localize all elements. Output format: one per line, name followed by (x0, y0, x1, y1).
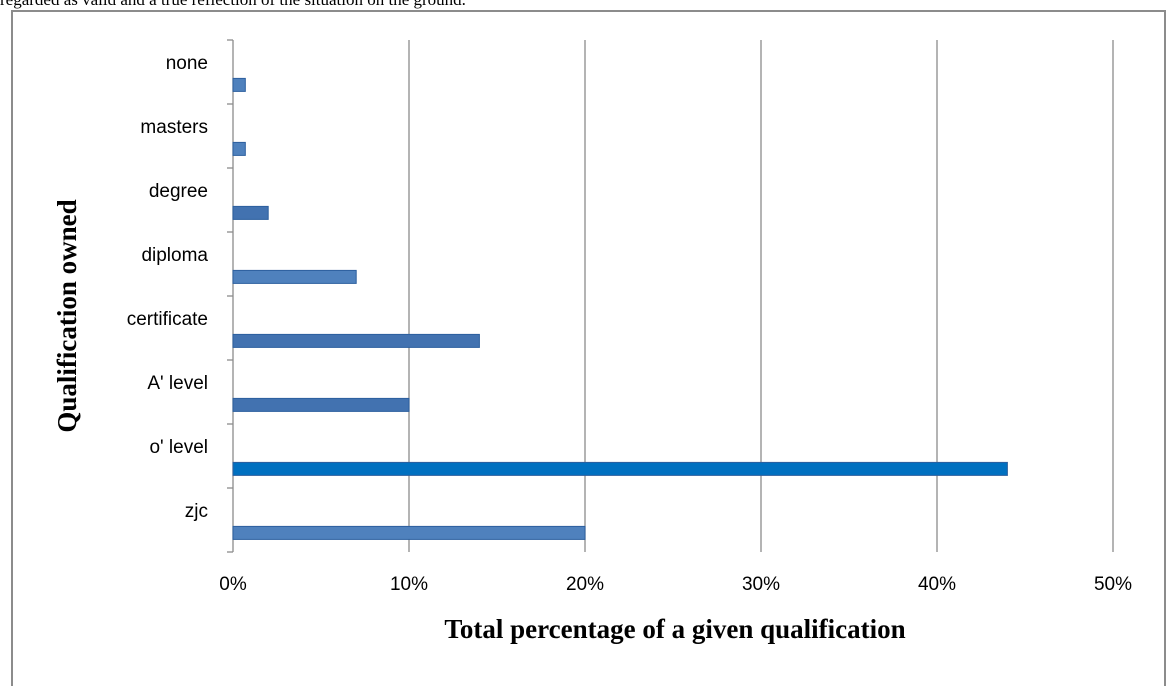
axes (227, 39, 234, 553)
x-tick-label: 20% (566, 574, 604, 595)
bar-degree (232, 205, 269, 220)
x-axis-title: Total percentage of a given qualificatio… (444, 614, 905, 644)
bar-diploma (232, 269, 357, 284)
bar-o-level (232, 461, 1008, 476)
y-tick-label: A' level (147, 373, 208, 394)
bar-certificate (232, 333, 480, 348)
x-tick-label: 10% (390, 574, 428, 595)
preceding-paragraph-text: regarded as valid and a true reflection … (0, 0, 1168, 9)
x-tick-label: 0% (219, 574, 247, 595)
bar-zjc (232, 525, 586, 540)
bar-a-level (232, 397, 410, 412)
bars (232, 77, 1008, 540)
y-tick-label: zjc (185, 501, 208, 522)
y-tick-label: o' level (149, 437, 208, 458)
y-axis-title: Qualification owned (52, 199, 82, 432)
y-tick-label: masters (140, 117, 208, 138)
x-tick-label: 50% (1094, 574, 1132, 595)
bar-none (232, 77, 246, 92)
bar-masters (232, 141, 246, 156)
y-tick-label: degree (149, 181, 208, 202)
tick-labels: 0% 10% 20% 30% 40% 50% zjc o' level A' level cert… (127, 53, 1132, 595)
y-tick-label: certificate (127, 309, 208, 330)
y-tick-label: diploma (141, 245, 208, 266)
x-tick-label: 30% (742, 574, 780, 595)
y-tick-label: none (166, 53, 208, 74)
chart-frame (11, 10, 1166, 686)
x-tick-label: 40% (918, 574, 956, 595)
